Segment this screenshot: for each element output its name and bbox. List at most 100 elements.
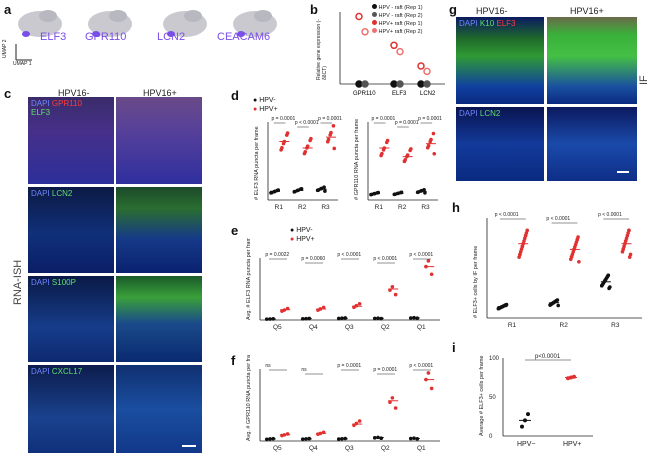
h-point-1-0-11 bbox=[520, 244, 525, 249]
d-right-tick-1: R2 bbox=[398, 204, 407, 211]
d-right-point-1-2-5 bbox=[426, 143, 431, 148]
c-img-3-neg: DAPI S100P bbox=[28, 276, 114, 362]
d-right-point-1-1-3 bbox=[405, 153, 410, 157]
e-point-1-1-1 bbox=[321, 305, 326, 310]
g-img-2-pos bbox=[547, 107, 637, 181]
i-tick-0: HPV− bbox=[517, 441, 535, 448]
gene-label-elf3: ELF3 bbox=[40, 31, 67, 43]
f-point-1-3-2 bbox=[388, 400, 392, 405]
c-col-left: HPV16- bbox=[58, 88, 90, 98]
panel-label-g: g bbox=[449, 2, 457, 17]
b-point-0-0 bbox=[355, 80, 363, 88]
chart-h: R1 p < 0.0001 R2 p < 0.0001 R3 p < 0.0001 # EL… bbox=[473, 212, 642, 329]
d-right-point-1-2-3 bbox=[429, 137, 433, 142]
e-point-1-4-1 bbox=[429, 272, 434, 277]
umap1-label: UMAP 1 bbox=[13, 61, 32, 67]
c-img-2-neg: DAPI LCN2 bbox=[28, 187, 114, 273]
d-right-pval-0: p = 0.0001 bbox=[372, 116, 396, 122]
i-point-0-2 bbox=[526, 412, 530, 417]
d-left-point-1-1-5 bbox=[303, 149, 308, 154]
chart-b: GPR110 ELF3 LCN2 bbox=[339, 12, 445, 97]
e-point-1-3-0 bbox=[390, 284, 395, 289]
b-tick-elf3: ELF3 bbox=[392, 91, 407, 97]
panel-label-f: f bbox=[231, 353, 236, 368]
d-left-ylabel: # ELF3 RNA puncta per frame bbox=[254, 126, 260, 200]
e-ylabel: Avg. # ELF3 RNA puncta per frame bbox=[246, 238, 252, 320]
h-point-1-2-7 bbox=[628, 252, 633, 257]
i-point-0-0 bbox=[520, 424, 524, 429]
d-right-pval-2: p = 0.0001 bbox=[418, 116, 442, 122]
e-pval-4: p < 0.0001 bbox=[409, 252, 433, 258]
f-point-1-3-0 bbox=[390, 396, 395, 400]
d-left-point-0-1-5 bbox=[299, 186, 304, 191]
e-tick-3: Q2 bbox=[381, 324, 390, 331]
panel-label-b: b bbox=[310, 2, 318, 17]
h-tick-2: R3 bbox=[611, 322, 620, 329]
c-img-1-neg: DAPI GPR110 ELF3 bbox=[28, 97, 114, 184]
gene-label-ceacam6: CEACAM6 bbox=[217, 31, 271, 43]
b-legend: HPV - raft (Rep 1) HPV - raft (Rep 2) HP… bbox=[372, 4, 423, 36]
panel-label-i: i bbox=[452, 340, 456, 355]
b-point-2-0 bbox=[355, 12, 363, 21]
h-point-0-2-13 bbox=[606, 273, 611, 278]
e-pval-0: p = 0.0022 bbox=[265, 252, 289, 258]
h-tick-0: R1 bbox=[508, 322, 517, 329]
f-point-1-4-0 bbox=[426, 371, 431, 375]
e-tick-4: Q1 bbox=[417, 324, 426, 331]
d-left-point-1-1-4 bbox=[309, 136, 313, 141]
d-right-point-1-2-1 bbox=[431, 131, 436, 136]
h-point-1-2-13 bbox=[621, 247, 626, 251]
c-side-label: RNA-ISH bbox=[12, 259, 24, 305]
h-point-0-0-11 bbox=[496, 306, 501, 311]
h-point-0-1-8 bbox=[556, 303, 561, 308]
umap2-label: UMAP 2 bbox=[2, 39, 8, 58]
b-point-2-1 bbox=[390, 41, 398, 50]
b-point-3-2 bbox=[423, 67, 431, 76]
b-point-1-2 bbox=[423, 80, 431, 88]
d-right-ylabel: # GPR110 RNA puncta per frame bbox=[354, 119, 360, 200]
f-tick-2: Q3 bbox=[345, 445, 354, 452]
h-tick-1: R2 bbox=[560, 322, 569, 329]
panel-label-d: d bbox=[231, 88, 239, 103]
h-pval-0: p < 0.0001 bbox=[495, 212, 519, 218]
i-tick-1: HPV+ bbox=[563, 441, 581, 448]
h-point-1-1-13 bbox=[569, 255, 574, 259]
f-tick-3: Q2 bbox=[381, 445, 390, 452]
i-ylabel: Average # ELF3+ cells per frame bbox=[479, 356, 485, 436]
f-tick-1: Q4 bbox=[309, 445, 318, 452]
d-right-point-0-2-3 bbox=[416, 190, 421, 194]
h-point-0-2-8 bbox=[608, 285, 612, 289]
d-right-tick-0: R1 bbox=[375, 204, 384, 211]
d-right-point-0-2-4 bbox=[419, 188, 424, 193]
h-point-0-1-11 bbox=[548, 303, 552, 307]
umap-strip bbox=[15, 10, 277, 61]
gene-label-lcn2: LCN2 bbox=[157, 31, 186, 43]
e-tick-2: Q3 bbox=[345, 324, 354, 331]
d-right-point-1-1-4 bbox=[409, 147, 413, 151]
umap-subcluster-3 bbox=[254, 10, 272, 22]
d-right-point-1-1-5 bbox=[403, 157, 408, 162]
umap-subcluster-2 bbox=[184, 10, 202, 22]
scale-bar bbox=[182, 445, 196, 447]
d-right-point-1-0-5 bbox=[380, 151, 384, 156]
d-legend: ● HPV- ● HPV+ bbox=[253, 97, 278, 113]
d-left-point-1-2-3 bbox=[329, 130, 333, 135]
b-point-3-1 bbox=[396, 47, 404, 56]
d-left-point-1-0-5 bbox=[280, 146, 284, 150]
d-left-point-1-0-4 bbox=[285, 131, 290, 135]
f-tick-4: Q1 bbox=[417, 445, 426, 452]
g-img-1-neg: DAPI K10 ELF3 bbox=[456, 17, 544, 104]
b-point-0-2 bbox=[417, 80, 425, 88]
d-left-point-1-2-5 bbox=[326, 137, 331, 142]
h-point-1-1-7 bbox=[577, 259, 581, 264]
chart-e: Q5 p = 0.0022 Q4 p = 0.0060 Q3 p < 0.0001 Q2 p … bbox=[246, 238, 440, 331]
b-legend-4: HPV+ raft (Rep 2) bbox=[378, 29, 423, 35]
d-right-pval-1: p = 0.0001 bbox=[395, 120, 419, 126]
e-tick-0: Q5 bbox=[273, 324, 282, 331]
b-point-3-0 bbox=[361, 28, 369, 36]
d-left-pval-2: p = 0.0001 bbox=[318, 116, 342, 122]
b-legend-1: HPV - raft (Rep 1) bbox=[378, 5, 423, 11]
e-point-1-3-1 bbox=[393, 292, 398, 297]
g-side-label: IF bbox=[638, 75, 650, 85]
f-point-1-3-1 bbox=[393, 406, 398, 410]
